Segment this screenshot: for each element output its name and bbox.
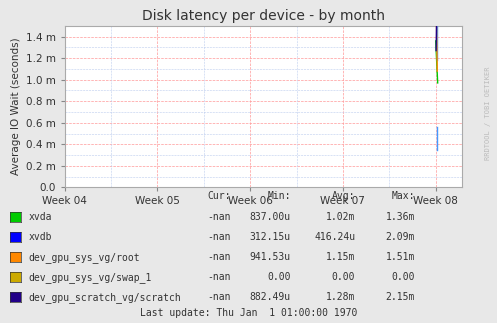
Text: 1.36m: 1.36m <box>386 212 415 222</box>
Text: 837.00u: 837.00u <box>249 212 291 222</box>
Text: -nan: -nan <box>208 212 231 222</box>
Text: Min:: Min: <box>267 191 291 201</box>
Y-axis label: Average IO Wait (seconds): Average IO Wait (seconds) <box>11 38 21 175</box>
Text: Cur:: Cur: <box>208 191 231 201</box>
Text: 1.28m: 1.28m <box>326 292 355 302</box>
Text: -nan: -nan <box>208 292 231 302</box>
Text: xvdb: xvdb <box>29 232 52 242</box>
Text: dev_gpu_sys_vg/root: dev_gpu_sys_vg/root <box>29 252 141 263</box>
Text: Last update: Thu Jan  1 01:00:00 1970: Last update: Thu Jan 1 01:00:00 1970 <box>140 307 357 318</box>
Text: 882.49u: 882.49u <box>249 292 291 302</box>
Text: 1.02m: 1.02m <box>326 212 355 222</box>
Text: 0.00: 0.00 <box>267 272 291 282</box>
Text: 0.00: 0.00 <box>392 272 415 282</box>
Text: dev_gpu_sys_vg/swap_1: dev_gpu_sys_vg/swap_1 <box>29 272 152 283</box>
Text: Avg:: Avg: <box>332 191 355 201</box>
Text: 941.53u: 941.53u <box>249 252 291 262</box>
Text: 0.00: 0.00 <box>332 272 355 282</box>
Text: Max:: Max: <box>392 191 415 201</box>
Text: dev_gpu_scratch_vg/scratch: dev_gpu_scratch_vg/scratch <box>29 292 181 303</box>
Text: -nan: -nan <box>208 272 231 282</box>
Text: 2.09m: 2.09m <box>386 232 415 242</box>
Text: RRDTOOL / TOBI OETIKER: RRDTOOL / TOBI OETIKER <box>485 66 491 160</box>
Title: Disk latency per device - by month: Disk latency per device - by month <box>142 9 385 23</box>
Text: -nan: -nan <box>208 232 231 242</box>
Text: xvda: xvda <box>29 212 52 222</box>
Text: 2.15m: 2.15m <box>386 292 415 302</box>
Text: 312.15u: 312.15u <box>249 232 291 242</box>
Text: 1.51m: 1.51m <box>386 252 415 262</box>
Text: -nan: -nan <box>208 252 231 262</box>
Text: 1.15m: 1.15m <box>326 252 355 262</box>
Text: 416.24u: 416.24u <box>314 232 355 242</box>
